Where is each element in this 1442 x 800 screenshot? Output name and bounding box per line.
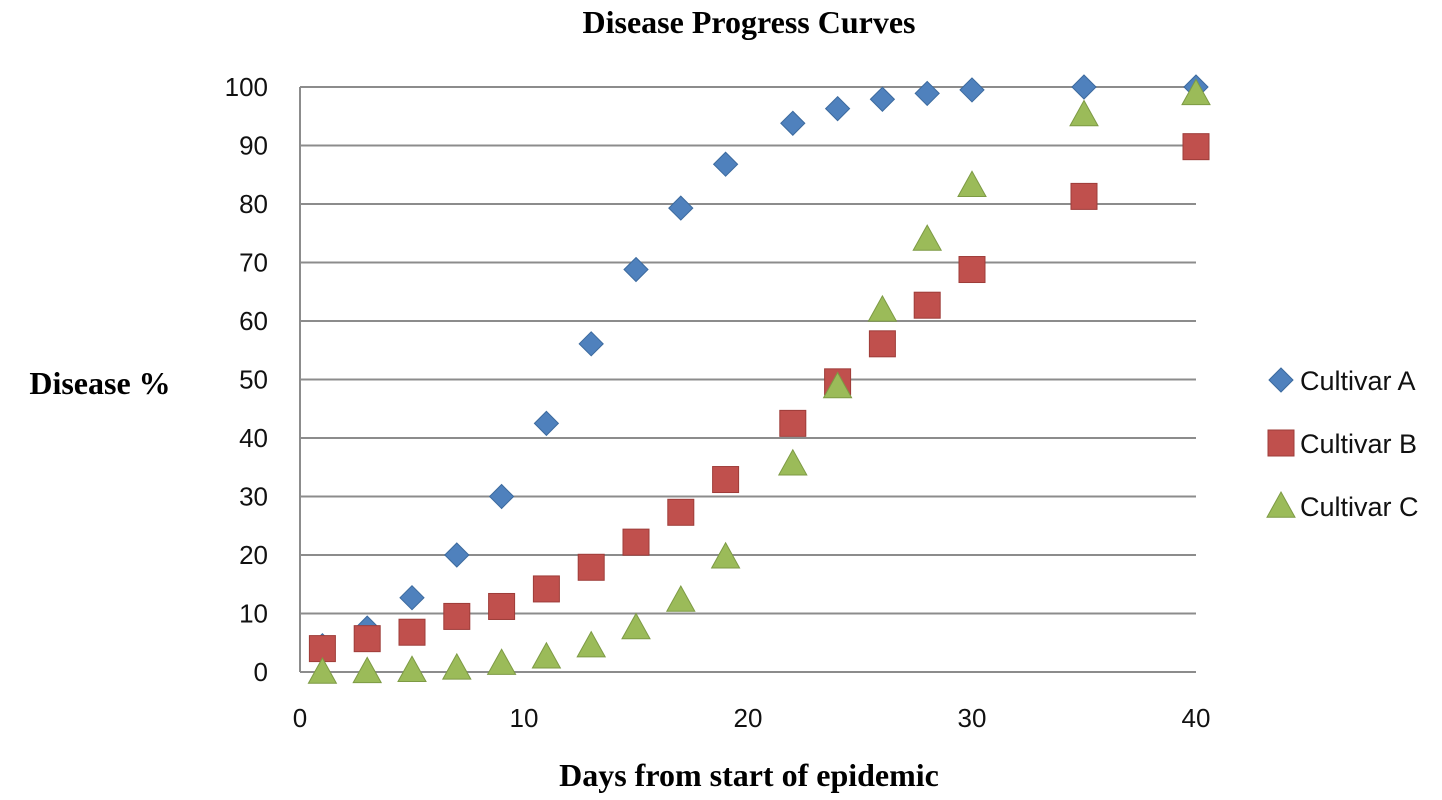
legend-item: Cultivar A bbox=[1268, 366, 1416, 396]
data-point bbox=[959, 77, 985, 103]
data-point bbox=[353, 625, 381, 653]
y-tick-label: 90 bbox=[239, 131, 268, 161]
data-point bbox=[576, 630, 607, 658]
data-point bbox=[621, 612, 651, 640]
x-tick-label: 20 bbox=[734, 703, 763, 733]
data-point bbox=[668, 195, 694, 221]
x-tick-label: 40 bbox=[1182, 703, 1211, 733]
y-tick-label: 10 bbox=[239, 599, 268, 629]
y-tick-label: 20 bbox=[239, 540, 268, 570]
series-cultivar-b bbox=[308, 133, 1210, 663]
legend: Cultivar A Cultivar B Cultivar C bbox=[1266, 366, 1419, 522]
tick-labels: 0 10 20 30 40 50 60 70 80 90 100 0 10 20 30 40 bbox=[225, 72, 1211, 733]
data-points bbox=[307, 74, 1211, 684]
data-point bbox=[868, 330, 896, 358]
data-point bbox=[822, 371, 853, 399]
legend-item: Cultivar C bbox=[1266, 490, 1419, 522]
data-point bbox=[1182, 133, 1210, 161]
data-point bbox=[777, 448, 808, 476]
data-point bbox=[443, 602, 471, 630]
data-point bbox=[577, 553, 605, 581]
data-point bbox=[622, 528, 650, 556]
data-point bbox=[712, 151, 739, 177]
data-point bbox=[824, 95, 851, 122]
data-point bbox=[1181, 78, 1211, 106]
y-tick-label: 70 bbox=[239, 248, 268, 278]
data-point bbox=[1070, 182, 1098, 210]
data-point bbox=[444, 542, 470, 568]
legend-marker bbox=[1267, 429, 1295, 457]
y-axis-label: Disease % bbox=[29, 365, 170, 401]
data-point bbox=[780, 110, 806, 136]
data-point bbox=[578, 331, 604, 357]
legend-label: Cultivar B bbox=[1300, 429, 1417, 459]
data-point bbox=[533, 410, 560, 437]
x-axis-label: Days from start of epidemic bbox=[559, 757, 939, 793]
data-point bbox=[913, 291, 941, 319]
data-point bbox=[486, 648, 517, 675]
chart-title: Disease Progress Curves bbox=[583, 4, 916, 40]
legend-label: Cultivar A bbox=[1300, 366, 1416, 396]
data-point bbox=[710, 541, 741, 569]
legend-marker bbox=[1266, 490, 1296, 518]
legend-marker bbox=[1268, 367, 1294, 393]
data-point bbox=[397, 655, 427, 682]
data-point bbox=[958, 256, 986, 284]
x-tick-label: 10 bbox=[510, 703, 539, 733]
data-point bbox=[1069, 99, 1099, 127]
data-point bbox=[957, 170, 987, 197]
y-tick-label: 50 bbox=[239, 365, 268, 395]
y-tick-label: 80 bbox=[239, 189, 268, 219]
data-point bbox=[399, 584, 425, 611]
data-point bbox=[665, 585, 696, 612]
data-point bbox=[914, 80, 940, 107]
legend-item: Cultivar B bbox=[1267, 429, 1417, 459]
data-point bbox=[712, 466, 740, 494]
data-point bbox=[441, 652, 472, 680]
x-tick-label: 0 bbox=[293, 703, 307, 733]
legend-label: Cultivar C bbox=[1300, 492, 1419, 522]
data-point bbox=[779, 409, 807, 437]
series-cultivar-a bbox=[309, 74, 1209, 659]
y-tick-label: 30 bbox=[239, 482, 268, 512]
y-tick-label: 40 bbox=[239, 423, 268, 453]
y-tick-label: 60 bbox=[239, 306, 268, 336]
y-tick-label: 100 bbox=[225, 72, 268, 102]
gridlines bbox=[300, 86, 1196, 615]
data-point bbox=[307, 656, 338, 684]
y-tick-label: 0 bbox=[254, 657, 268, 687]
data-point bbox=[352, 656, 383, 684]
data-point bbox=[532, 575, 560, 603]
series-cultivar-c bbox=[307, 78, 1211, 684]
data-point bbox=[667, 498, 695, 526]
data-point bbox=[488, 483, 515, 510]
data-point bbox=[1071, 74, 1097, 100]
x-tick-label: 30 bbox=[958, 703, 987, 733]
data-point bbox=[531, 641, 562, 669]
data-point bbox=[867, 294, 898, 322]
data-point bbox=[869, 86, 896, 112]
data-point bbox=[398, 618, 426, 646]
data-point bbox=[623, 256, 649, 283]
data-point bbox=[912, 224, 943, 251]
data-point bbox=[488, 592, 516, 620]
